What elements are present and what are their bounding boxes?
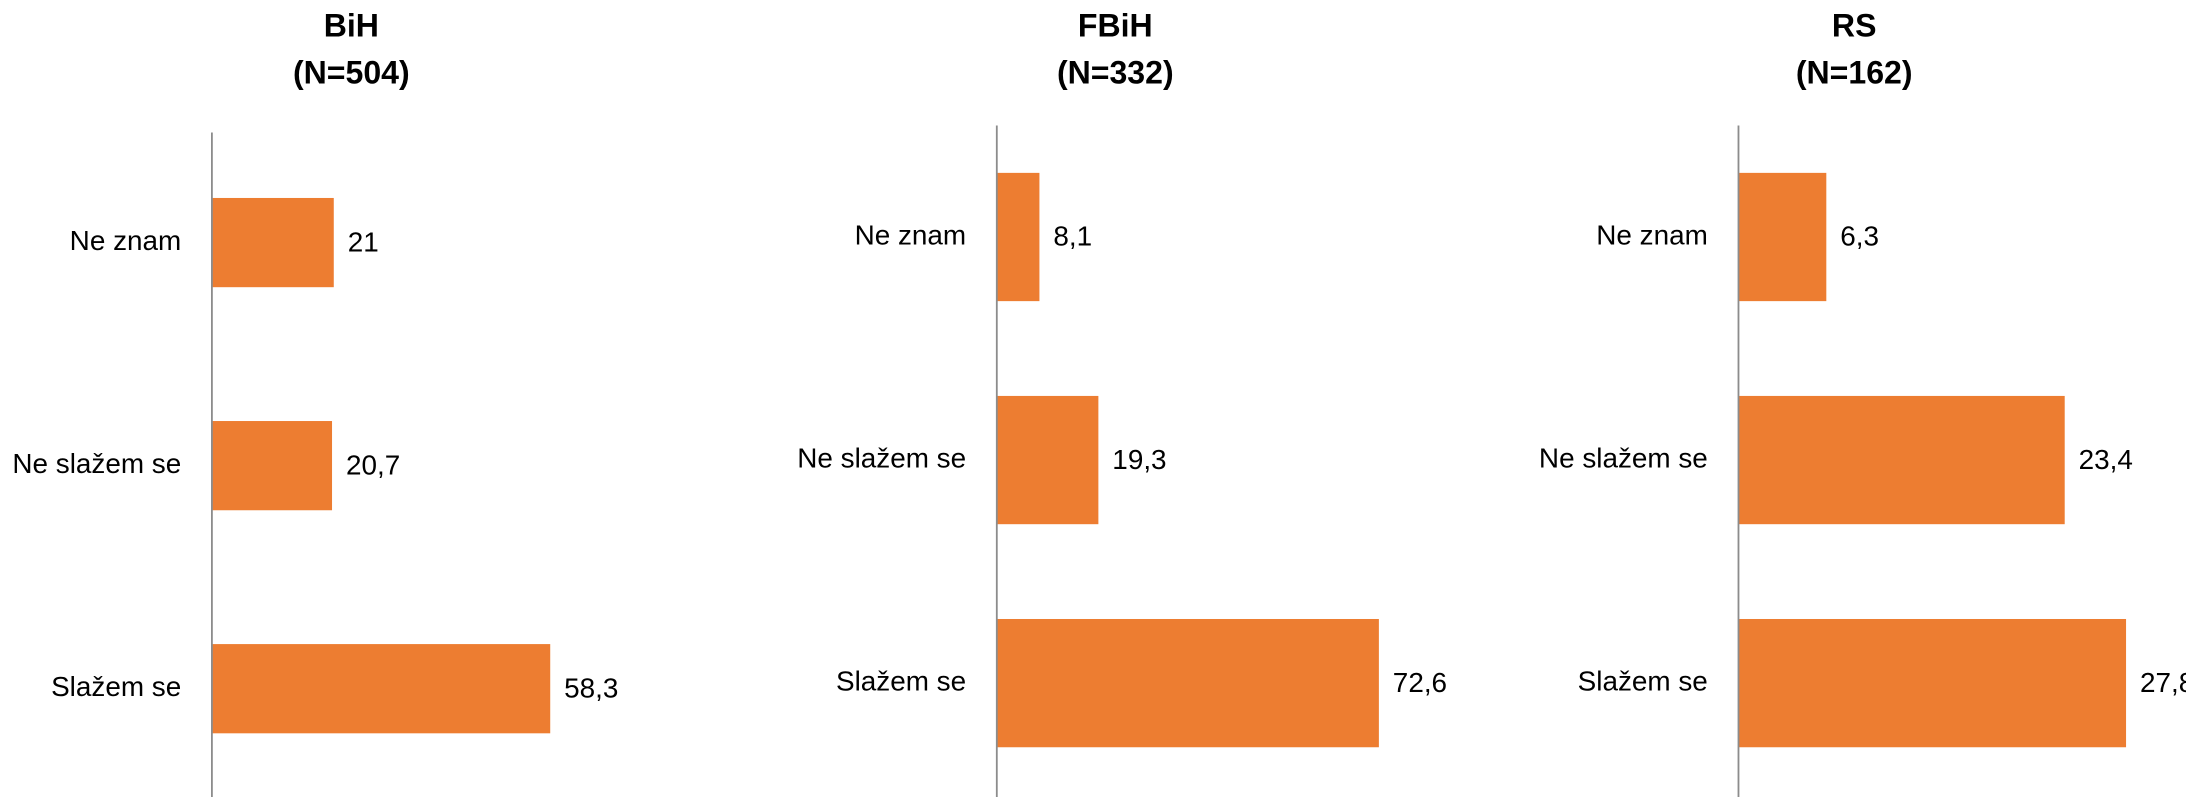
chart-subtitle: (N=162) — [1796, 55, 1913, 91]
bar — [211, 197, 334, 288]
bar — [996, 395, 1099, 525]
data-label: 58,3 — [564, 672, 618, 703]
bar — [1738, 395, 2065, 525]
chart-subtitle: (N=504) — [293, 55, 410, 91]
data-label: 21 — [348, 226, 379, 257]
category-label: Slažem se — [51, 671, 181, 702]
bar — [1738, 618, 2127, 748]
bar — [996, 172, 1040, 302]
bar — [211, 644, 551, 734]
category-label: Ne znam — [1596, 219, 1708, 250]
data-label: 8,1 — [1053, 221, 1092, 252]
category-label: Ne znam — [855, 219, 967, 250]
data-label: 19,3 — [1112, 444, 1166, 475]
chart-subtitle: (N=332) — [1057, 55, 1174, 91]
chart-title: BiH — [324, 7, 379, 43]
bar — [996, 618, 1379, 748]
category-label: Ne slažem se — [12, 448, 181, 479]
category-label: Slažem se — [1578, 665, 1708, 696]
data-label: 6,3 — [1840, 221, 1879, 252]
bar — [1738, 172, 1827, 302]
category-label: Ne slažem se — [1539, 442, 1708, 473]
chart-title: FBiH — [1078, 7, 1153, 43]
data-label: 72,6 — [1393, 667, 1447, 698]
data-label: 27,8 — [2140, 667, 2186, 698]
chart-title: RS — [1832, 7, 1877, 43]
charts: BiH (N=504) Ne znam 21 Ne slažem se 20,7 Slaže… — [12, 7, 2186, 797]
bar — [211, 421, 333, 511]
category-label: Slažem se — [836, 665, 966, 696]
data-label: 20,7 — [346, 449, 400, 480]
data-label: 23,4 — [2079, 444, 2133, 475]
category-label: Ne slažem se — [797, 442, 966, 473]
category-label: Ne znam — [70, 225, 182, 256]
